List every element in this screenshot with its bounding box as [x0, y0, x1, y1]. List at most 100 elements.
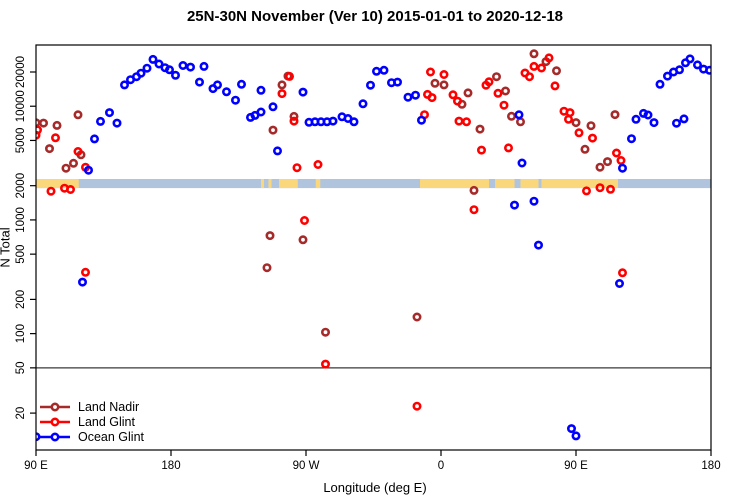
data-point	[136, 68, 146, 78]
data-point	[265, 231, 275, 241]
data-point	[551, 66, 561, 76]
data-point	[484, 77, 494, 87]
legend-item-ocean-glint: Ocean Glint	[39, 429, 144, 444]
data-point	[499, 100, 509, 110]
data-point	[313, 160, 323, 170]
x-tick-label: 90 E	[564, 460, 588, 472]
data-point	[277, 80, 287, 90]
land-band-segment	[268, 179, 272, 189]
data-point	[574, 128, 584, 138]
data-point	[328, 116, 338, 126]
data-point	[617, 268, 627, 278]
y-tick-label: 5000	[15, 128, 27, 154]
data-point	[36, 130, 41, 140]
data-point	[643, 110, 653, 120]
data-point	[649, 118, 659, 128]
x-tick-label: 180	[701, 460, 720, 472]
data-point	[454, 116, 464, 126]
land-band-segment	[279, 179, 298, 189]
data-point	[448, 90, 458, 100]
data-point	[120, 80, 130, 90]
data-point	[213, 80, 223, 90]
data-point	[403, 92, 413, 102]
data-point	[392, 77, 402, 87]
data-point	[195, 77, 205, 87]
data-point	[439, 70, 449, 80]
data-point	[199, 61, 209, 71]
data-point	[165, 65, 175, 75]
data-point	[565, 108, 575, 118]
x-tick-label: 90 W	[293, 460, 320, 472]
data-point	[544, 53, 554, 63]
data-point	[73, 110, 83, 120]
legend: Land Nadir Land Glint Ocean Glint	[39, 399, 144, 444]
data-point	[662, 71, 672, 81]
data-point	[529, 196, 539, 206]
data-point	[78, 277, 88, 287]
data-point	[617, 163, 627, 173]
data-point	[36, 432, 41, 442]
data-point	[581, 186, 591, 196]
y-tick-label: 500	[15, 245, 27, 264]
land-band-segment	[541, 179, 618, 189]
data-point	[626, 134, 636, 144]
y-tick-label: 100	[15, 324, 27, 343]
land-nadir-symbol-icon	[40, 401, 70, 412]
data-point	[349, 117, 359, 127]
data-point	[430, 78, 440, 88]
data-point	[475, 124, 485, 134]
x-tick-label: 0	[438, 460, 444, 472]
data-point	[81, 267, 91, 277]
data-point	[506, 111, 516, 121]
data-point	[529, 49, 539, 59]
data-point	[69, 158, 79, 168]
data-point	[66, 185, 76, 195]
data-point	[566, 424, 576, 434]
data-point	[536, 63, 546, 73]
data-point	[571, 431, 581, 441]
data-point	[284, 71, 294, 81]
land-ocean-band	[36, 179, 711, 189]
data-point	[268, 102, 278, 112]
data-point	[171, 70, 181, 80]
data-point	[379, 65, 389, 75]
data-point	[412, 312, 422, 322]
data-point	[148, 54, 158, 64]
data-point	[425, 67, 435, 77]
plot-border	[35, 44, 712, 451]
data-point	[595, 183, 605, 193]
data-point	[90, 134, 100, 144]
series-land-nadir	[36, 49, 620, 337]
data-point	[256, 85, 266, 95]
y-tick-label: 10000	[15, 90, 27, 122]
data-point	[298, 235, 308, 245]
data-point	[50, 133, 60, 143]
data-point	[112, 118, 122, 128]
data-point	[38, 118, 48, 128]
data-point	[461, 117, 471, 127]
data-point	[154, 59, 164, 69]
data-point	[416, 115, 426, 125]
data-point	[277, 89, 287, 99]
data-point	[46, 186, 56, 196]
x-tick-label: 180	[161, 460, 180, 472]
data-point	[84, 165, 94, 175]
series-land-glint	[36, 53, 627, 411]
data-point	[427, 93, 437, 103]
data-point	[616, 156, 626, 166]
land-band-segment	[36, 179, 79, 189]
data-point	[571, 118, 581, 128]
data-point	[142, 63, 152, 73]
data-point	[61, 163, 71, 173]
data-point	[365, 80, 375, 90]
data-point	[299, 216, 309, 226]
land-band-segment	[261, 179, 264, 189]
data-point	[550, 81, 560, 91]
data-point	[320, 327, 330, 337]
land-glint-symbol-icon	[40, 416, 70, 427]
data-point	[614, 278, 624, 288]
data-point	[272, 146, 282, 156]
data-point	[268, 125, 278, 135]
